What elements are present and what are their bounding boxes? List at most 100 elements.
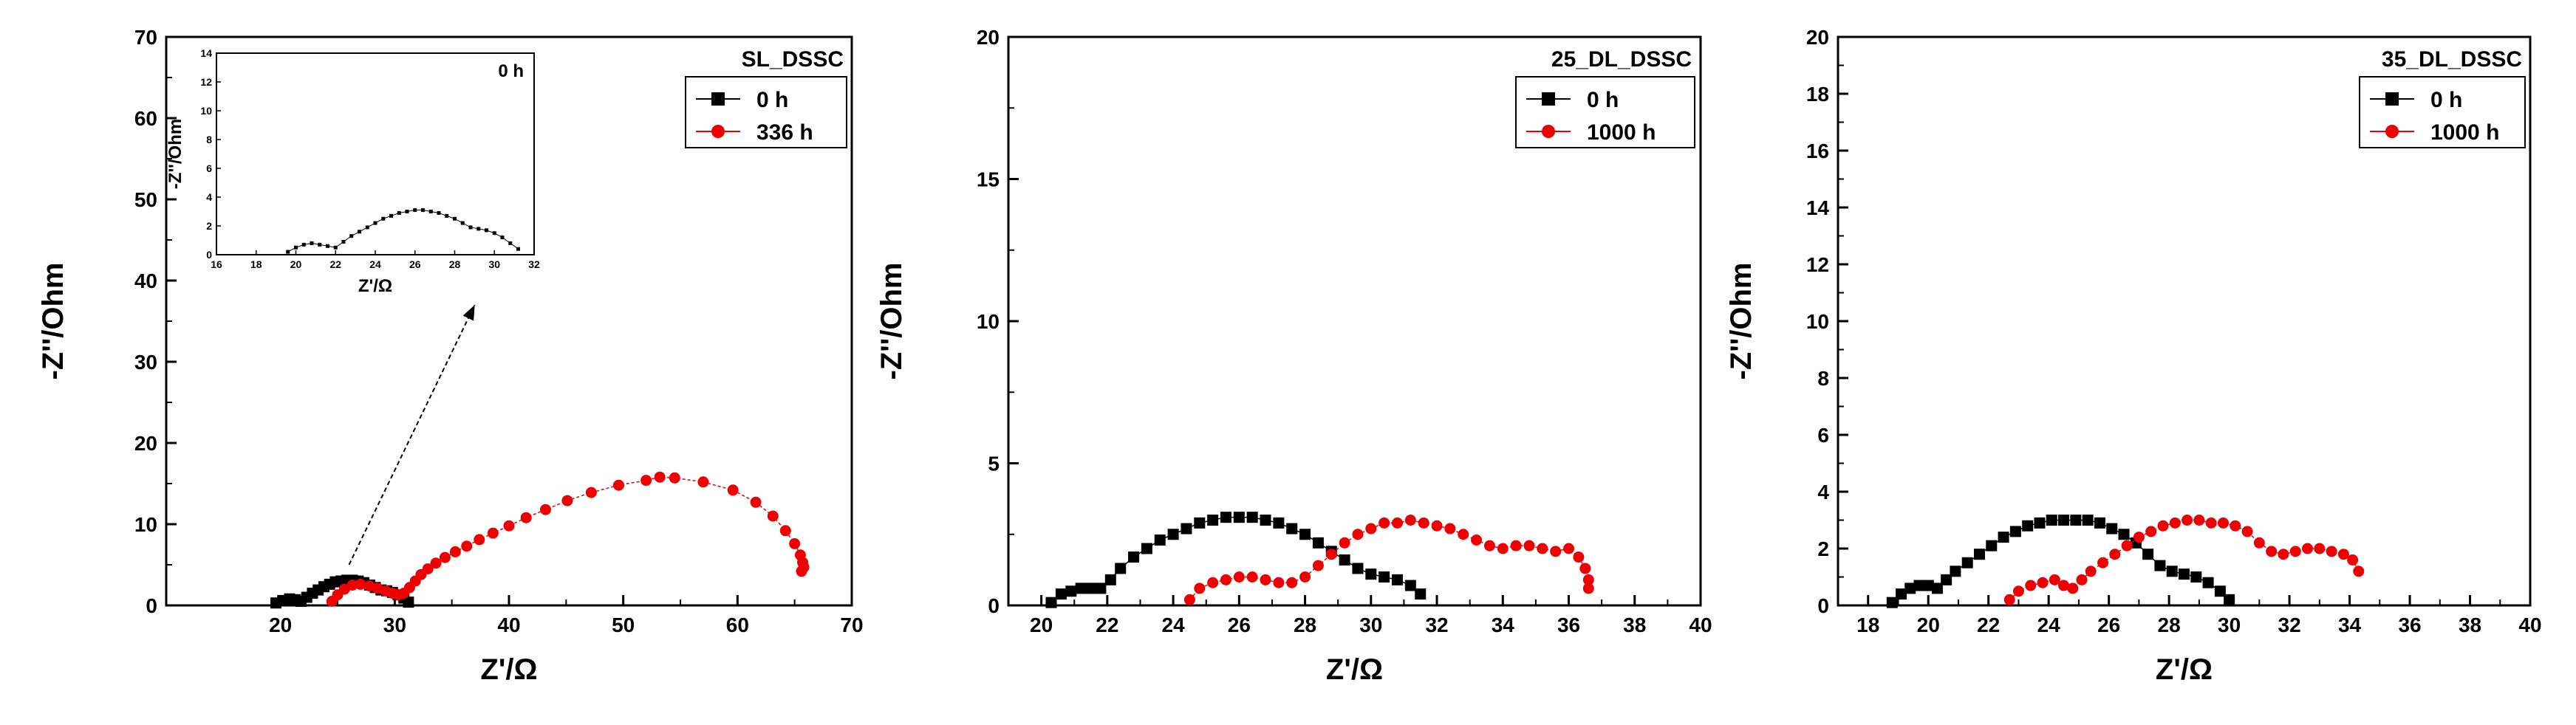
data-point <box>1233 512 1245 523</box>
data-point <box>561 495 573 506</box>
data-point <box>585 487 597 498</box>
inset-title: 0 h <box>498 61 524 81</box>
panel-title: 35_DL_DSSC <box>2382 47 2522 72</box>
data-point <box>1950 566 1961 577</box>
y-tick-label: 20 <box>134 432 157 455</box>
y-tick-label: 30 <box>134 351 157 374</box>
inset-data-point <box>333 245 338 250</box>
data-point <box>1378 517 1390 529</box>
data-point <box>1404 580 1416 591</box>
data-point <box>1273 517 1285 529</box>
data-point <box>2094 517 2105 529</box>
data-point <box>1392 517 1404 529</box>
data-point <box>1582 583 1594 594</box>
inset-x-tick-label: 22 <box>329 258 341 270</box>
inset-y-tick-label: 2 <box>206 220 212 232</box>
data-point <box>789 537 801 549</box>
data-point <box>1260 574 1271 585</box>
arrow-head <box>462 305 475 321</box>
data-point <box>2190 571 2202 583</box>
x-tick-label: 24 <box>2037 614 2061 636</box>
y-tick-label: 10 <box>977 310 1000 333</box>
data-point <box>2034 517 2046 529</box>
data-point <box>1582 574 1594 585</box>
data-point <box>1941 574 1953 585</box>
data-point <box>612 479 624 491</box>
data-point <box>1339 537 1350 549</box>
data-point <box>430 557 442 569</box>
legend-label: 0 h <box>1587 88 1619 112</box>
y-tick-label: 20 <box>977 26 1000 49</box>
x-tick-label: 36 <box>1557 614 1580 636</box>
data-point <box>1563 543 1575 554</box>
data-point <box>539 504 551 515</box>
x-tick-label: 30 <box>383 614 406 636</box>
data-point <box>1904 583 1916 594</box>
inset-data-point <box>286 250 290 254</box>
y-tick-label: 8 <box>1817 367 1829 390</box>
y-tick-label: 18 <box>1806 83 1829 106</box>
legend-label: 0 h <box>2430 88 2462 112</box>
inset-y-tick-label: 4 <box>206 191 212 203</box>
inset-y-axis-label: -Z''/Ohm <box>165 119 185 189</box>
data-point <box>1128 552 1140 563</box>
data-point <box>2166 566 2178 577</box>
inset-chart: 16 18 20 22 24 26 28 30 3202468101214Z'/Ω-Z''/Oh… <box>165 47 540 296</box>
data-point <box>2046 515 2057 526</box>
data-point <box>1886 597 1898 608</box>
data-point <box>1471 534 1483 546</box>
data-point <box>1961 557 1973 568</box>
x-tick-label: 38 <box>1623 614 1646 636</box>
data-point <box>2121 540 2133 552</box>
data-point <box>461 540 473 552</box>
data-point <box>1095 583 1107 594</box>
data-point <box>2106 523 2118 535</box>
inset-data-point <box>326 244 329 248</box>
inset-y-tick-label: 14 <box>200 47 212 59</box>
inset-data-point <box>358 230 361 234</box>
data-point <box>2076 574 2088 585</box>
inset-y-tick-label: 6 <box>206 162 212 174</box>
x-tick-label: 60 <box>726 614 749 636</box>
y-tick-label: 70 <box>134 26 157 49</box>
data-point <box>1922 580 1934 591</box>
y-tick-label: 12 <box>1806 253 1829 276</box>
data-point <box>1246 571 1258 583</box>
y-tick-label: 20 <box>1806 26 1829 49</box>
inset-x-axis-label: Z'/Ω <box>358 276 392 296</box>
inset-y-tick-label: 10 <box>200 105 212 117</box>
inset-data-point <box>445 213 449 218</box>
data-point <box>767 510 779 522</box>
data-point <box>1181 523 1192 535</box>
legend-box <box>685 76 847 148</box>
data-point <box>403 597 414 608</box>
x-tick-label: 22 <box>1977 614 2000 636</box>
inset-data-point <box>301 242 306 247</box>
data-point <box>2082 515 2094 526</box>
x-axis-label: Z'/Ω <box>2156 653 2213 686</box>
data-point <box>1075 583 1087 594</box>
data-point <box>1246 512 1258 523</box>
y-tick-label: 4 <box>1817 481 1829 504</box>
data-point <box>1444 523 1456 535</box>
data-point <box>2145 526 2157 537</box>
data-point <box>2133 532 2145 543</box>
data-point <box>1896 588 1907 600</box>
data-point <box>439 552 451 563</box>
x-tick-label: 30 <box>2218 614 2241 636</box>
data-point <box>2157 520 2169 532</box>
inset-data-point <box>516 247 520 251</box>
data-point <box>2022 520 2034 532</box>
data-point <box>1986 540 1998 552</box>
data-point <box>1312 537 1324 549</box>
x-tick-label: 34 <box>1492 614 1515 636</box>
data-point <box>697 476 709 488</box>
data-point <box>1365 523 1377 535</box>
x-tick-label: 32 <box>2278 614 2301 636</box>
data-point <box>1550 546 1562 557</box>
inset-data-point <box>413 208 417 213</box>
series-2 <box>1183 515 1594 605</box>
series-line <box>1050 516 1421 603</box>
inset-y-tick-label: 8 <box>206 134 212 145</box>
